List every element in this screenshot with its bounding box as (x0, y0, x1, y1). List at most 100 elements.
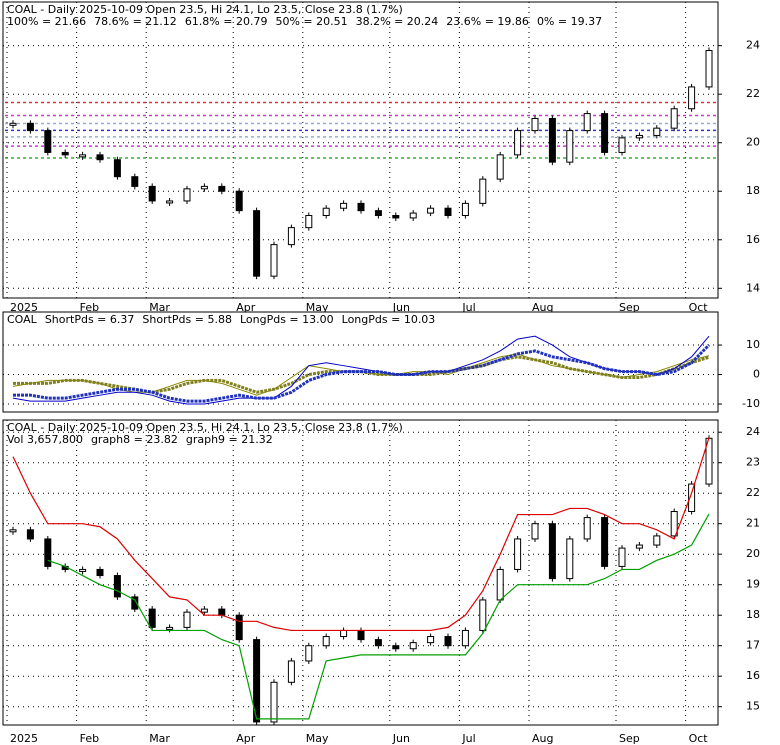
subtitle: Vol 3,657,800 (7, 433, 83, 446)
candle (670, 108, 678, 129)
candle (409, 212, 417, 219)
candle (583, 113, 591, 132)
candle (44, 130, 52, 153)
candle (270, 681, 278, 723)
x-tick-label: 2025 (10, 301, 38, 314)
series-line (47, 513, 710, 720)
candle (427, 636, 435, 644)
candle (287, 660, 295, 683)
candle (183, 611, 191, 628)
x-tick-label: Oct (689, 301, 709, 314)
candle (688, 86, 696, 110)
candle (479, 178, 487, 204)
candle (374, 639, 382, 647)
x-tick-label: Oct (689, 732, 709, 745)
candle (340, 629, 348, 638)
y-tick-label: 22 (746, 87, 760, 100)
y-tick-label: 0 (753, 368, 760, 381)
x-tick-label: Jul (461, 301, 475, 314)
panel-frame (2, 419, 719, 726)
candle (461, 629, 469, 647)
candle (9, 529, 17, 533)
y-tick-label: 18 (746, 184, 760, 197)
candle (322, 207, 330, 217)
y-tick-label: 17 (746, 639, 760, 652)
candle (305, 215, 313, 229)
candle (548, 117, 556, 163)
legend-entry: graph8 = 23.82 (91, 433, 178, 446)
x-tick-label: Sep (619, 301, 640, 314)
level-label: 61.8% = 20.79 (185, 15, 268, 28)
candle (479, 599, 487, 631)
candle (79, 154, 87, 158)
candle (635, 134, 643, 139)
candle (514, 538, 522, 570)
y-tick-label: 16 (746, 669, 760, 682)
level-label: 100% = 21.66 (7, 15, 86, 28)
candle (26, 122, 34, 132)
x-tick-label: Feb (80, 301, 99, 314)
level-label: 50% = 20.51 (275, 15, 347, 28)
level-label: 38.2% = 20.24 (356, 15, 439, 28)
candle (548, 523, 556, 580)
candle (322, 636, 330, 647)
candle (287, 227, 295, 246)
candle (392, 215, 400, 219)
y-tick-label: 18 (746, 608, 760, 621)
candle (409, 642, 417, 650)
panel-title: COAL (7, 313, 38, 326)
candle (531, 523, 539, 540)
x-tick-label: Feb (80, 732, 99, 745)
y-tick-label: 24 (746, 425, 760, 438)
y-tick-label: 20 (746, 136, 760, 149)
x-tick-label: Jun (392, 732, 410, 745)
candle (26, 529, 34, 540)
candle (653, 535, 661, 546)
candle (496, 568, 504, 601)
legend-entry: LongPds = 13.00 (240, 313, 334, 326)
y-tick-label: 22 (746, 486, 760, 499)
y-tick-label: -10 (742, 397, 760, 410)
candle (705, 50, 713, 88)
candle (96, 154, 104, 161)
candle (635, 544, 643, 549)
candle (427, 207, 435, 214)
candle (113, 575, 121, 598)
candle (670, 511, 678, 537)
panel-frame (2, 311, 719, 413)
y-tick-label: 20 (746, 547, 760, 560)
candle (531, 117, 539, 132)
x-tick-label: May (306, 301, 329, 314)
candle (653, 127, 661, 136)
candle (566, 538, 574, 580)
candle (618, 137, 626, 153)
y-tick-label: 23 (746, 456, 760, 469)
legend-entry: graph9 = 21.32 (186, 433, 273, 446)
y-tick-label: 16 (746, 233, 760, 246)
x-tick-label: Apr (236, 732, 256, 745)
candle (148, 185, 156, 202)
level-label: 23.6% = 19.86 (446, 15, 529, 28)
candle (148, 608, 156, 628)
x-tick-label: Apr (236, 301, 256, 314)
candle (444, 636, 452, 647)
candle (79, 568, 87, 572)
y-tick-label: 19 (746, 578, 760, 591)
candle (688, 483, 696, 512)
y-tick-label: 15 (746, 700, 760, 713)
y-tick-label: 24 (746, 39, 760, 52)
legend-entry: ShortPds = 6.37 (45, 313, 135, 326)
candle (253, 639, 261, 723)
panel-frame (2, 1, 719, 299)
candle (131, 176, 139, 187)
candle (235, 614, 243, 641)
x-tick-label: Mar (149, 732, 170, 745)
candle (253, 210, 261, 277)
candle (200, 608, 208, 613)
candle (392, 645, 400, 650)
level-label: 0% = 19.37 (537, 15, 602, 28)
candle (357, 202, 365, 212)
y-tick-label: 21 (746, 517, 760, 530)
candle (374, 210, 382, 217)
